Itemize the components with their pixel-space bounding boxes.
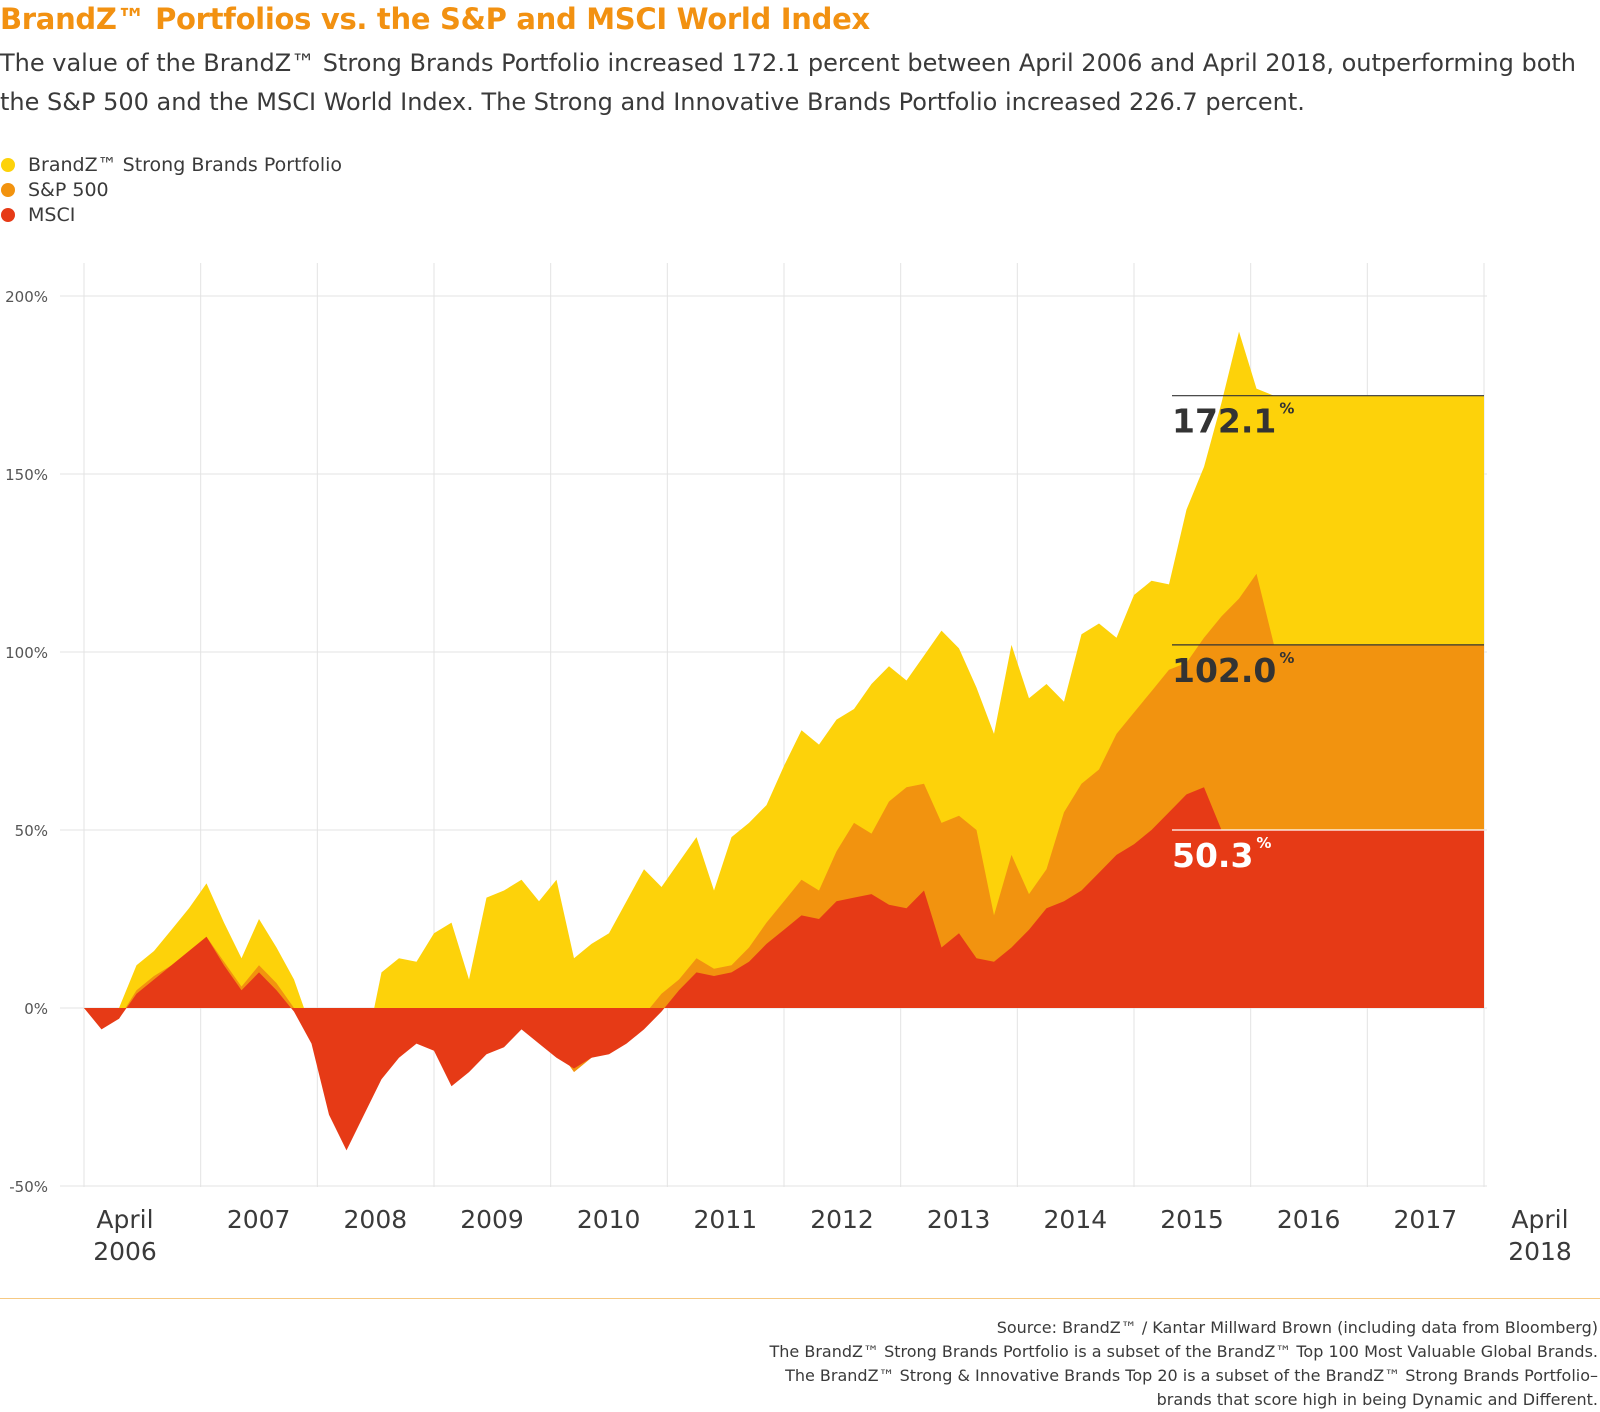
x-tick-label-year: 2006 — [93, 1237, 157, 1266]
footnote-line: The BrandZ™ Strong & Innovative Brands T… — [785, 1366, 1598, 1385]
y-tick-label: -50% — [9, 1178, 48, 1196]
chart-title: BrandZ™ Portfolios vs. the S&P and MSCI … — [0, 2, 870, 36]
x-tick-label: April — [96, 1205, 153, 1234]
x-tick-label: 2016 — [1277, 1205, 1341, 1234]
y-tick-label: 150% — [5, 466, 48, 484]
legend-swatch-brandz — [1, 157, 15, 172]
annotation-sp500-value: 102.0 — [1172, 651, 1276, 690]
annotation-sp500-percent: % — [1279, 649, 1294, 667]
x-tick-label: 2007 — [227, 1205, 291, 1234]
legend-swatch-msci — [1, 207, 15, 222]
x-tick-label: 2008 — [344, 1205, 408, 1234]
x-tick-label-year: 2018 — [1508, 1237, 1572, 1266]
annotation-msci-value: 50.3 — [1172, 836, 1253, 875]
x-tick-label: 2010 — [577, 1205, 641, 1234]
x-tick-label: 2014 — [1044, 1205, 1108, 1234]
x-tick-label: 2009 — [460, 1205, 524, 1234]
legend-item-msci: MSCI — [0, 202, 342, 227]
footnote-source: Source: BrandZ™ / Kantar Millward Brown … — [996, 1318, 1598, 1337]
legend-label-sp500: S&P 500 — [28, 178, 109, 201]
annotation-msci-percent: % — [1256, 834, 1271, 852]
legend-swatch-sp500 — [1, 182, 15, 197]
x-tick-label: 2011 — [694, 1205, 758, 1234]
legend-label-brandz: BrandZ™ Strong Brands Portfolio — [28, 153, 343, 176]
footnotes: Source: BrandZ™ / Kantar Millward Brown … — [770, 1316, 1598, 1412]
x-tick-label: April — [1511, 1205, 1568, 1234]
area-msci — [84, 787, 1484, 1151]
x-tick-label: 2017 — [1394, 1205, 1458, 1234]
legend-label-msci: MSCI — [28, 203, 76, 226]
axis-ticks: 200% 150% 100% 50% 0% -50% April 2006 2007 2008 20… — [5, 288, 1572, 1266]
footer-divider — [0, 1298, 1600, 1299]
annotation-brandz-value: 172.1 — [1172, 402, 1276, 441]
y-tick-label: 100% — [5, 644, 48, 662]
footnote-line: The BrandZ™ Strong Brands Portfolio is a… — [769, 1342, 1598, 1361]
chart-subtitle: The value of the BrandZ™ Strong Brands P… — [0, 49, 1577, 116]
y-tick-label: 0% — [24, 1000, 48, 1018]
footnote-line: brands that score high in being Dynamic … — [1156, 1390, 1598, 1409]
annotation-brandz-percent: % — [1279, 400, 1294, 418]
y-tick-label: 50% — [15, 822, 48, 840]
legend-item-sp500: S&P 500 — [0, 177, 342, 202]
x-tick-label: 2013 — [927, 1205, 991, 1234]
final-value-annotations: 172.1 %102.0 %50.3% — [1172, 395, 1484, 875]
x-tick-label: 2012 — [810, 1205, 874, 1234]
y-tick-label: 200% — [5, 288, 48, 306]
legend: BrandZ™ Strong Brands Portfolio S&P 500 … — [0, 152, 342, 227]
performance-area-chart: 172.1 %102.0 %50.3% 200%150%100%50%0%-50%A… — [5, 263, 1572, 1266]
area-series — [84, 331, 1484, 1151]
legend-item-brandz: BrandZ™ Strong Brands Portfolio — [0, 152, 342, 177]
x-tick-label: 2015 — [1160, 1205, 1224, 1234]
